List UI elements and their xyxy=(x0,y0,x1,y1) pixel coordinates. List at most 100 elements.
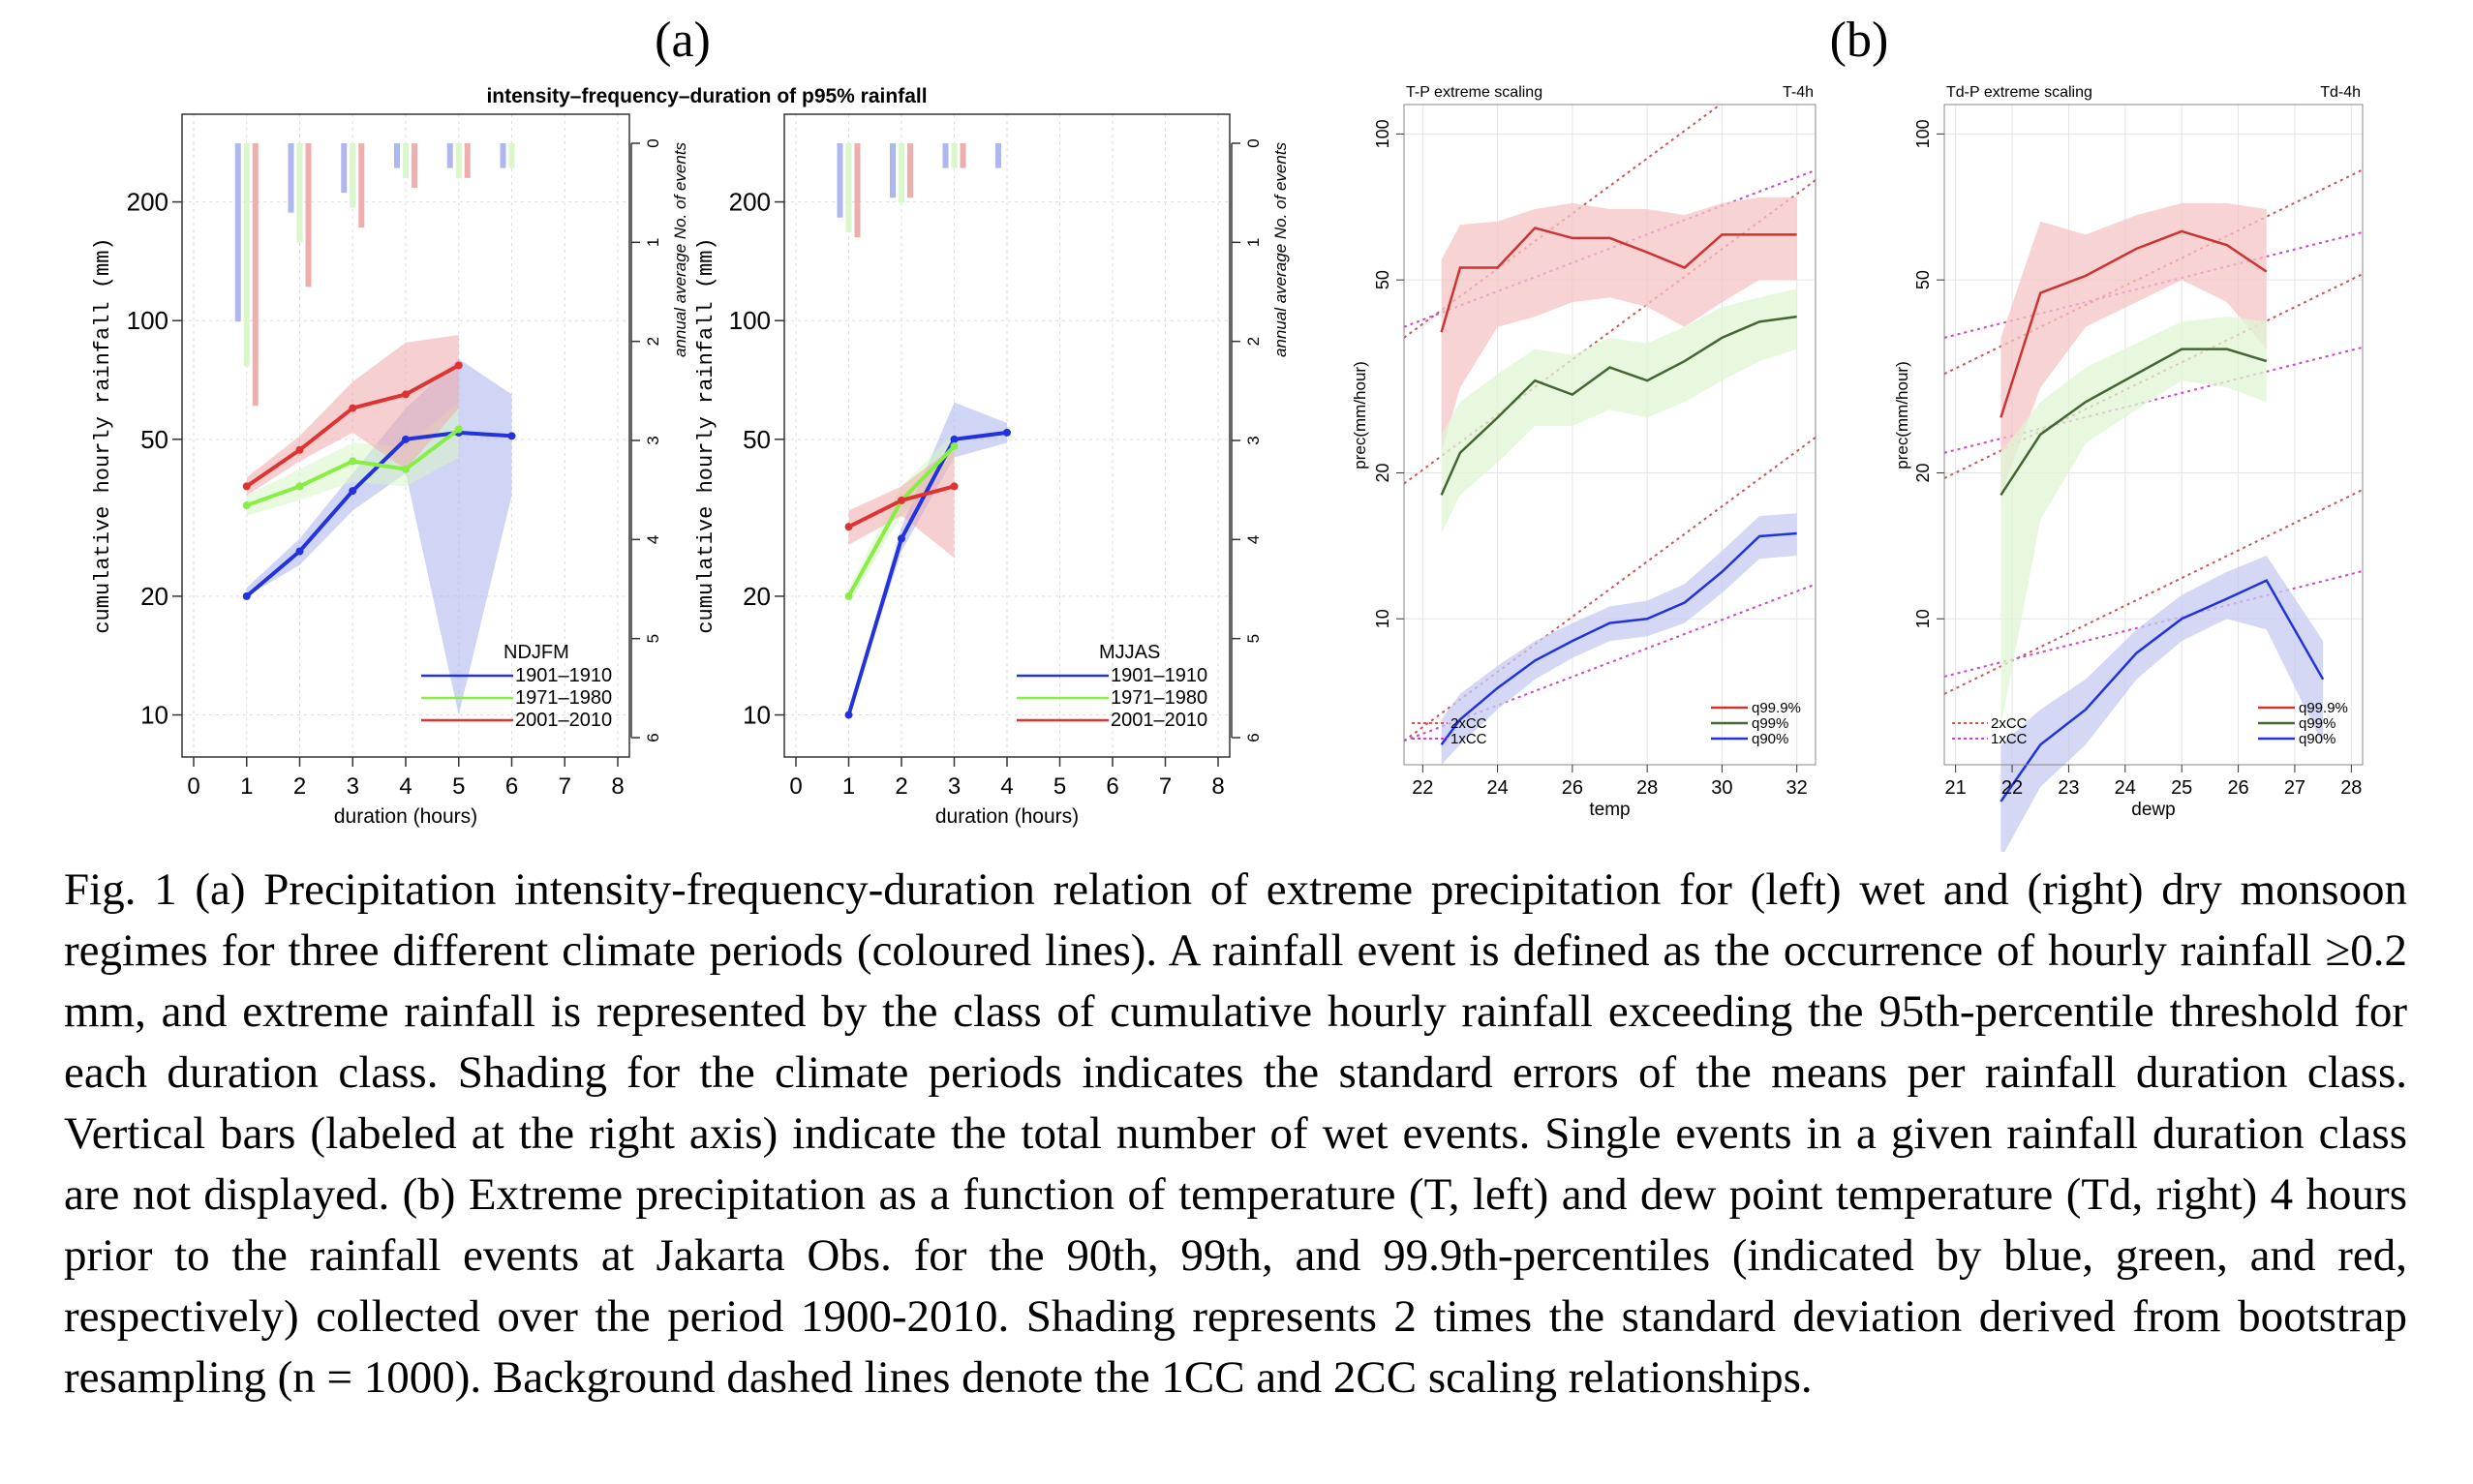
x-tick-label: 4 xyxy=(1000,773,1013,800)
y2-tick-label: 5 xyxy=(1244,634,1263,643)
legend-label-cc: 1xCC xyxy=(1991,731,2028,747)
panel-label-a: (a) xyxy=(655,13,711,68)
y-axis-label: cumulative hourly rainfall (mm) xyxy=(694,237,718,633)
event-count-bar xyxy=(951,143,958,168)
plot-tdp: Td-P extreme scaling Td-4h 21 22 23 24 25 26 27 2… xyxy=(1893,84,2364,852)
data-point xyxy=(454,425,463,434)
x-tick-label: 7 xyxy=(1159,773,1172,800)
panel-title: Td-P extreme scaling xyxy=(1946,84,2092,101)
event-count-bar xyxy=(412,143,417,189)
x-tick-label: 24 xyxy=(2115,777,2136,799)
y2-tick-label: 6 xyxy=(1244,733,1263,742)
legend-label: 2001–2010 xyxy=(515,710,612,731)
legend-label-cc: 2xCC xyxy=(1450,715,1487,732)
series-uncertainty-band xyxy=(1441,288,1797,534)
x-tick-label: 6 xyxy=(1106,773,1118,800)
x-axis-label: temp xyxy=(1589,800,1630,820)
legend-label: q90% xyxy=(2299,731,2336,747)
event-count-bar xyxy=(296,143,303,243)
legend-label: q90% xyxy=(1752,731,1788,747)
legend-label: 1971–1980 xyxy=(1111,687,1207,709)
x-tick-label: 0 xyxy=(187,773,199,800)
event-count-bar xyxy=(305,143,312,288)
y-tick-label: 200 xyxy=(729,188,771,217)
x-tick-label: 24 xyxy=(1486,777,1508,799)
x-tick-label: 0 xyxy=(789,773,802,800)
cc-reference-line xyxy=(1403,168,1817,328)
panel-title-right: T-4h xyxy=(1783,84,1814,101)
legend-label: q99% xyxy=(2299,715,2336,732)
y2-tick-label: 3 xyxy=(644,436,662,444)
event-count-bar xyxy=(899,143,904,203)
legend-label: q99% xyxy=(1752,715,1788,732)
y-tick-label: 50 xyxy=(1913,270,1933,289)
y-tick-label: 100 xyxy=(1913,119,1933,148)
y-tick-label: 10 xyxy=(1913,609,1933,628)
data-point xyxy=(295,482,304,491)
y-tick-label: 50 xyxy=(140,425,168,454)
cc-reference-line xyxy=(1943,489,2364,695)
x-tick-label: 28 xyxy=(2340,777,2362,799)
x-tick-label: 7 xyxy=(559,773,571,800)
series-uncertainty-band xyxy=(2000,202,2267,496)
x-tick-label: 8 xyxy=(611,773,624,800)
event-count-bar xyxy=(464,143,471,178)
y-tick-label: 100 xyxy=(1373,119,1392,148)
event-count-bar xyxy=(234,143,241,322)
data-point xyxy=(507,432,516,440)
x-tick-label: 28 xyxy=(1636,777,1658,799)
series-uncertainty-band xyxy=(1441,197,1797,453)
y-tick-label: 20 xyxy=(140,582,168,611)
x-tick-label: 26 xyxy=(1562,777,1583,799)
data-point xyxy=(844,711,853,719)
data-point xyxy=(295,445,304,454)
y2-tick-label: 4 xyxy=(1244,535,1263,544)
chart-title-a: intensity–frequency–duration of p95% rai… xyxy=(486,85,927,107)
y-tick-label: 10 xyxy=(140,701,168,730)
y-tick-label: 200 xyxy=(127,188,168,217)
y-axis-label: prec(mm/hour) xyxy=(1893,361,1911,469)
data-point xyxy=(349,404,357,412)
x-axis-label: duration (hours) xyxy=(334,805,477,828)
series-error-band xyxy=(246,334,459,496)
legend-label: 1901–1910 xyxy=(515,665,612,686)
data-point xyxy=(844,523,853,531)
y-tick-label: 10 xyxy=(743,701,771,730)
event-count-bar xyxy=(837,143,843,218)
y2-axis-label: annual average No. of events xyxy=(1271,141,1290,357)
series-line xyxy=(1440,315,1797,496)
series-line xyxy=(1440,227,1797,333)
data-point xyxy=(950,442,959,451)
y2-tick-label: 1 xyxy=(644,238,662,247)
y-tick-label: 50 xyxy=(743,425,771,454)
legend-label-cc: 1xCC xyxy=(1450,731,1487,747)
x-tick-label: 21 xyxy=(1945,777,1967,799)
x-tick-label: 5 xyxy=(452,773,465,800)
plot-frame xyxy=(1403,104,1817,766)
x-tick-label: 22 xyxy=(1412,777,1433,799)
series-uncertainty-band xyxy=(1441,513,1797,765)
x-tick-label: 5 xyxy=(1053,773,1066,800)
plot-tp: T-P extreme scaling T-4h 22 24 26 28 30 32 temp 1… xyxy=(1351,84,1817,820)
y2-tick-label: 5 xyxy=(644,634,662,643)
event-count-bar xyxy=(845,143,852,233)
legend-title: MJJAS xyxy=(1099,642,1160,663)
data-point xyxy=(242,501,251,510)
data-point xyxy=(242,482,251,491)
series-line xyxy=(1440,531,1797,746)
y2-axis-label: annual average No. of events xyxy=(671,141,689,357)
data-point xyxy=(898,496,905,504)
legend-label: q99.9% xyxy=(1752,700,1801,716)
data-point xyxy=(349,457,357,466)
legend-label: q99.9% xyxy=(2299,700,2348,716)
x-tick-label: 3 xyxy=(948,773,961,800)
y-axis-label: prec(mm/hour) xyxy=(1351,361,1369,469)
cc-reference-line xyxy=(1403,583,1817,742)
x-tick-label: 2 xyxy=(293,773,306,800)
y2-tick-label: 2 xyxy=(644,337,662,346)
x-tick-label: 22 xyxy=(2001,777,2023,799)
event-count-bar xyxy=(252,143,259,407)
event-count-bar xyxy=(854,143,861,238)
event-count-bar xyxy=(890,143,896,198)
